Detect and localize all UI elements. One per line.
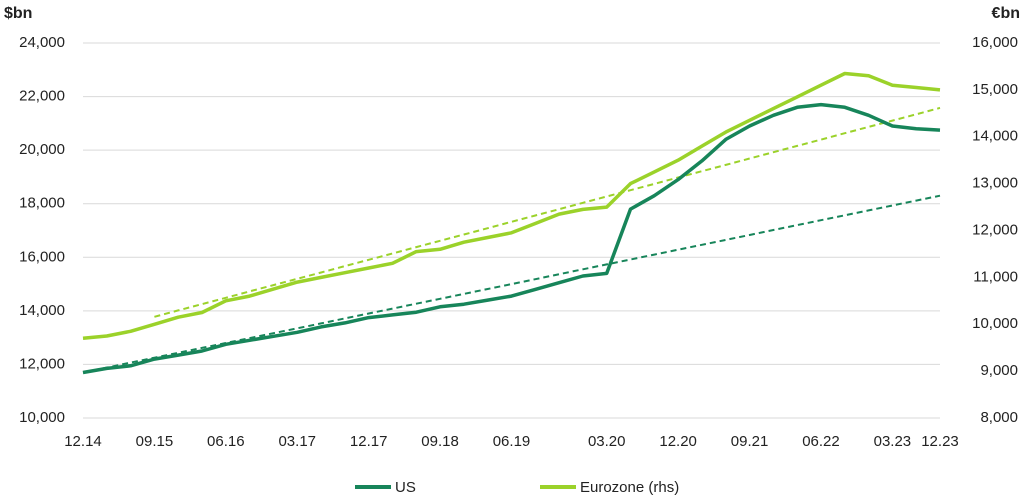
series-line: [82, 102, 941, 375]
x-tick-label: 12.23: [921, 433, 959, 450]
y2-tick-label: 13,000: [972, 175, 1018, 192]
trend-line: [154, 106, 941, 318]
y2-axis-label: €bn: [992, 5, 1020, 22]
y2-tick-label: 9,000: [980, 362, 1018, 379]
y2-tick-label: 15,000: [972, 81, 1018, 98]
y2-tick-label: 14,000: [972, 128, 1018, 145]
x-tick-label: 06.19: [493, 433, 531, 450]
x-tick-label: 03.17: [278, 433, 316, 450]
x-tick-label: 09.15: [136, 433, 174, 450]
y-axis-label: $bn: [4, 5, 32, 22]
x-tick-label: 09.18: [421, 433, 459, 450]
y-tick-label: 14,000: [19, 302, 65, 319]
x-tick-label: 12.20: [659, 433, 697, 450]
x-tick-label: 03.20: [588, 433, 626, 450]
x-tick-label: 12.14: [64, 433, 102, 450]
y-tick-label: 16,000: [19, 248, 65, 265]
y2-tick-label: 11,000: [973, 268, 1018, 285]
series-line: [82, 71, 941, 341]
x-tick-label: 12.17: [350, 433, 388, 450]
legend-label: Eurozone (rhs): [580, 479, 679, 496]
x-tick-label: 09.21: [731, 433, 769, 450]
x-tick-label: 06.22: [802, 433, 840, 450]
y2-tick-label: 8,000: [980, 409, 1018, 426]
y2-tick-label: 16,000: [972, 34, 1018, 51]
y2-tick-label: 10,000: [972, 315, 1018, 332]
x-tick-label: 03.23: [874, 433, 912, 450]
y2-tick-label: 12,000: [972, 221, 1018, 238]
x-tick-label: 06.16: [207, 433, 245, 450]
y-tick-label: 20,000: [19, 141, 65, 158]
y-tick-label: 10,000: [19, 409, 65, 426]
y-tick-label: 18,000: [19, 195, 65, 212]
legend-label: US: [395, 479, 416, 496]
y-tick-label: 24,000: [19, 34, 65, 51]
trend-line: [82, 194, 941, 374]
y-tick-label: 12,000: [19, 355, 65, 372]
y-tick-label: 22,000: [19, 88, 65, 105]
